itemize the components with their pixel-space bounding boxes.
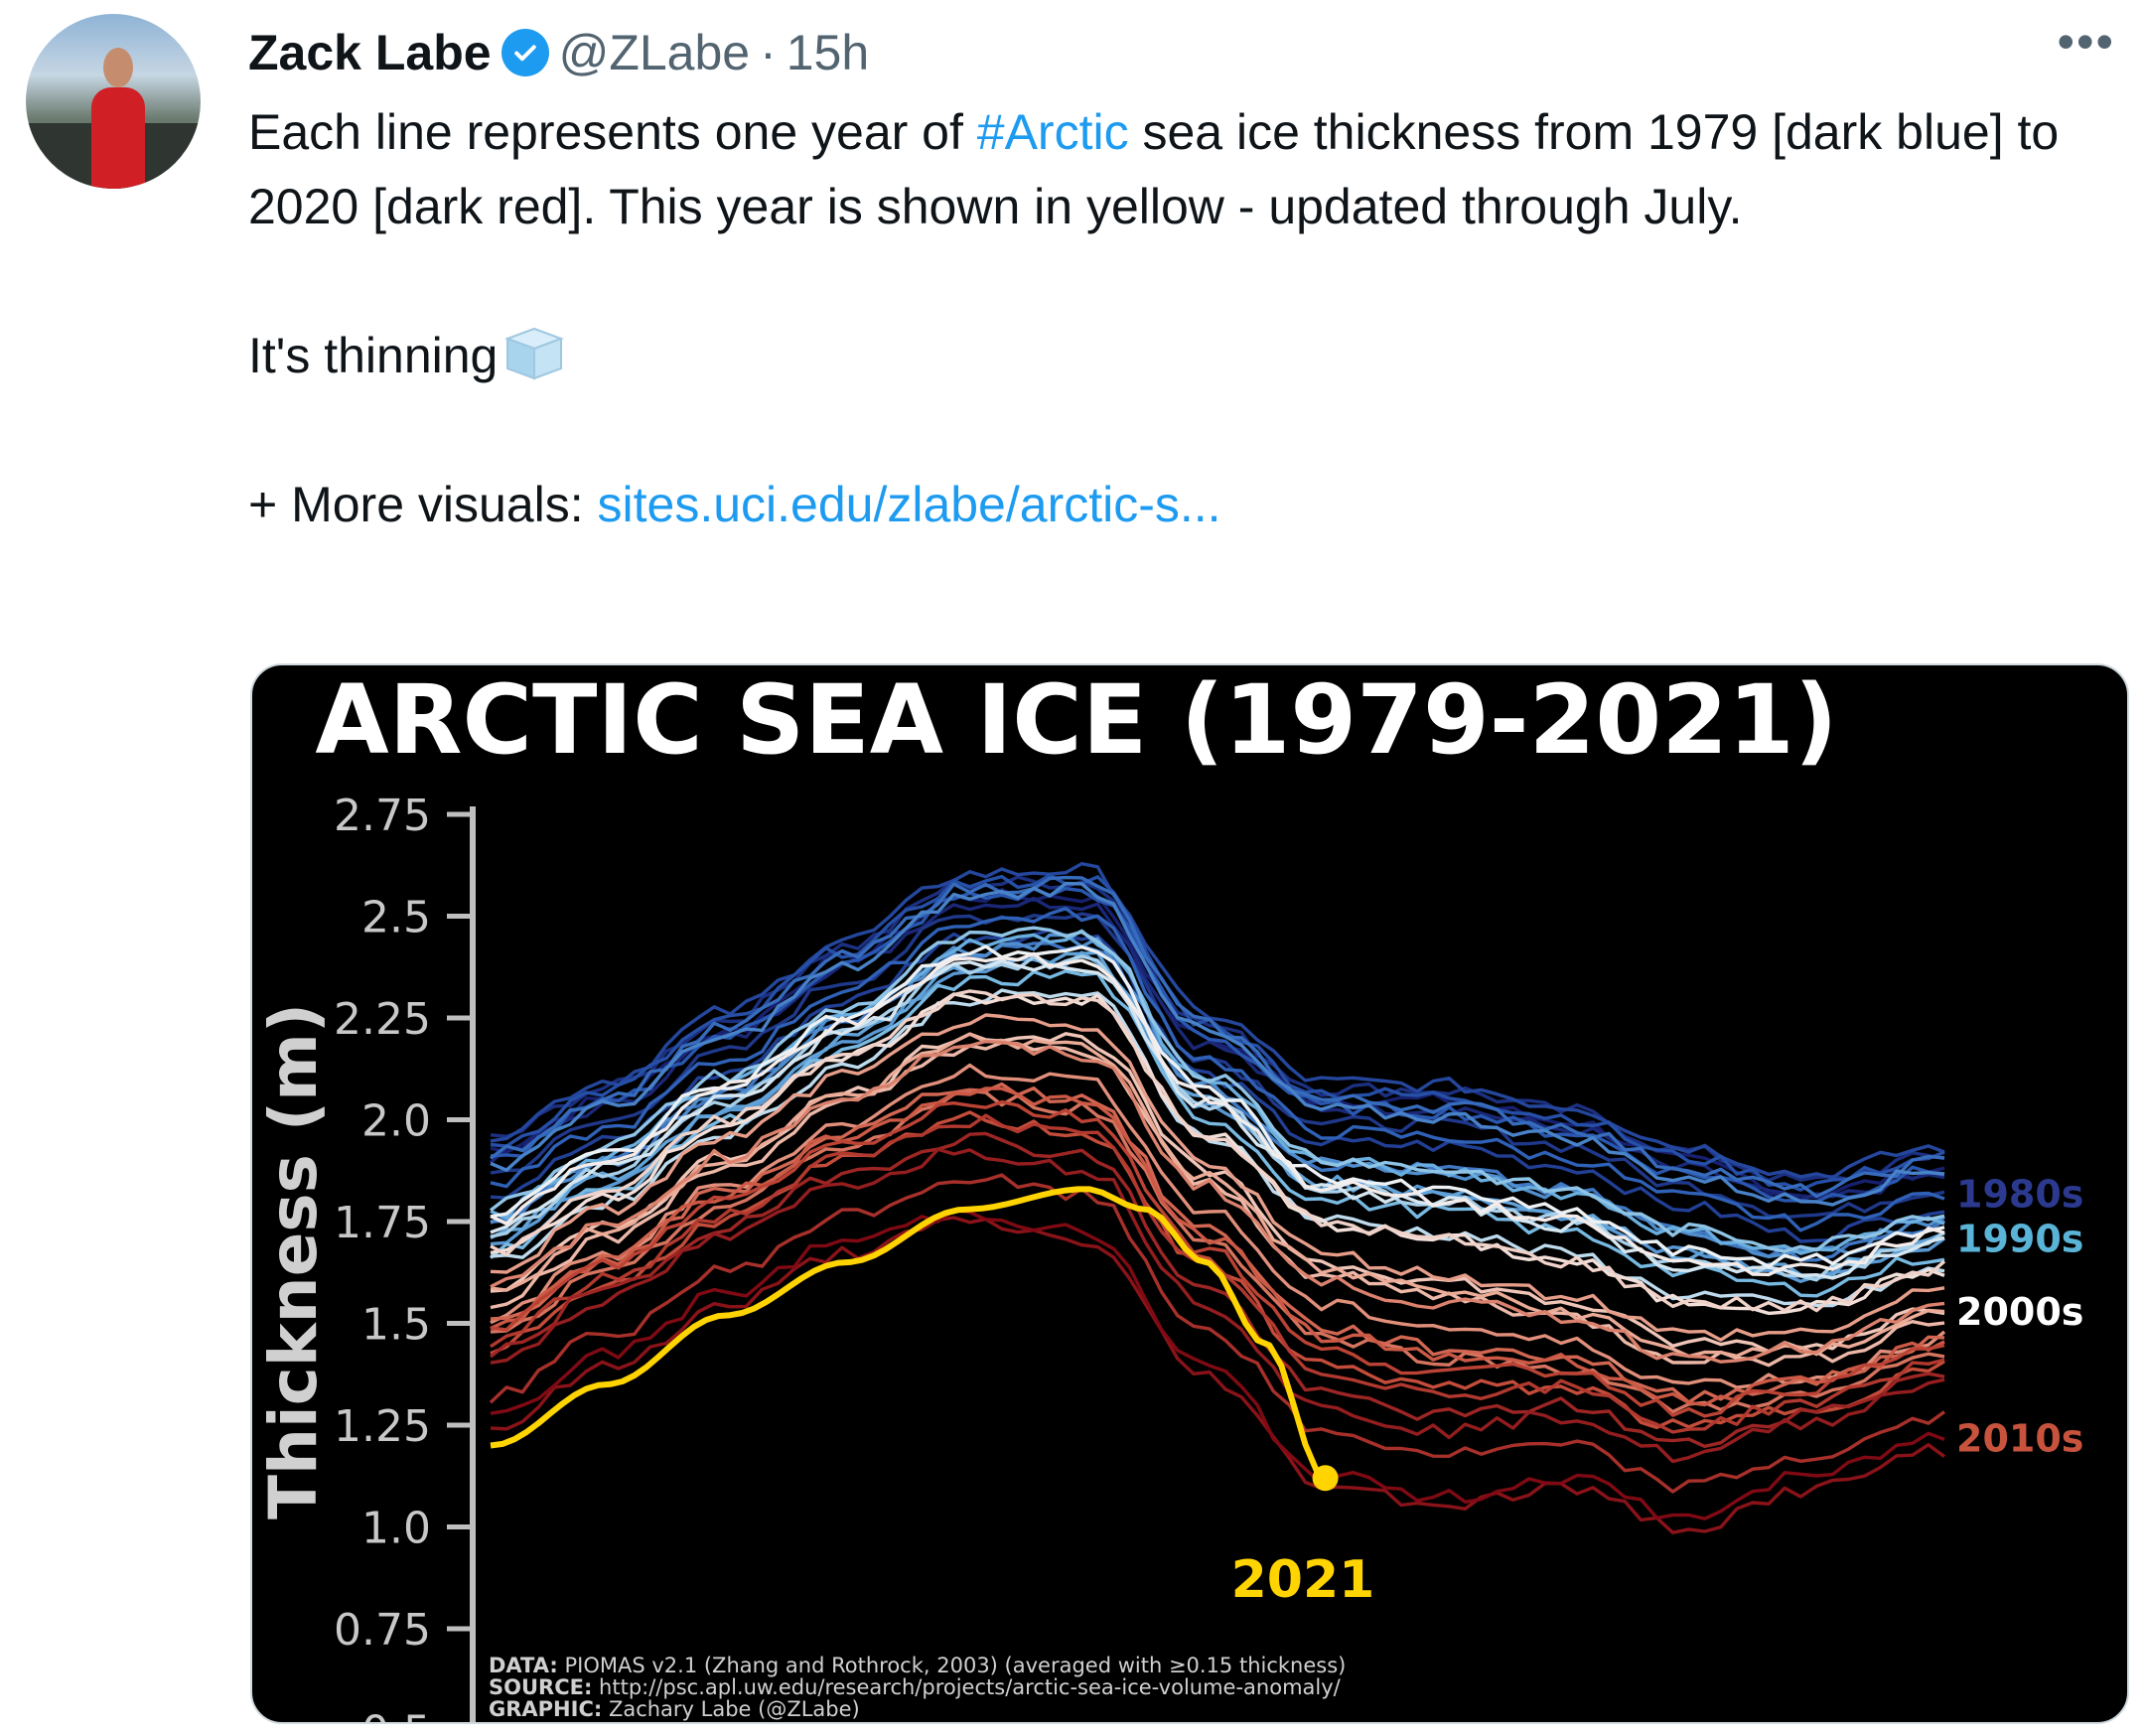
tweet-body: Each line represents one year of #Arctic… (248, 95, 2095, 542)
year-line-1979 (490, 887, 1945, 1200)
year-line-2005 (490, 1041, 1945, 1368)
year-line-1987 (490, 907, 1945, 1232)
year-line-2008 (490, 1063, 1946, 1389)
footer-graphic-label: GRAPHIC: (489, 1697, 602, 1721)
year-line-2009 (490, 1039, 1945, 1364)
footer-source-label: SOURCE: (489, 1675, 592, 1699)
year-line-2011 (490, 1082, 1945, 1404)
year-line-2014 (490, 1099, 1945, 1418)
year-line-2004 (490, 1032, 1945, 1354)
meta-separator: · (760, 25, 777, 80)
footer-data-label: DATA: (489, 1654, 558, 1677)
author-handle[interactable]: @ZLabe (558, 25, 751, 80)
legend-label-2000s: 2000s (1956, 1290, 2083, 1334)
y-tick-label: 2.0 (361, 1096, 431, 1147)
more-options-icon[interactable]: ••• (2057, 14, 2115, 70)
year-line-2003 (490, 989, 1946, 1313)
year-line-2013 (490, 1110, 1945, 1430)
y-tick-label: 0.75 (334, 1605, 431, 1656)
year-line-2002 (490, 992, 1945, 1316)
footer-graphic-line: GRAPHIC: Zachary Labe (@ZLabe) (489, 1697, 860, 1721)
year-line-2016 (489, 1173, 1945, 1494)
sea-ice-chart: ARCTIC SEA ICE (1979-2021) 0.5 0.75 1.0 1.2… (255, 665, 2083, 1722)
tweet-header: Zack Labe @ZLabe · 15h (248, 16, 869, 89)
footer-data-line: DATA: PIOMAS v2.1 (Zhang and Rothrock, 2… (489, 1654, 1346, 1677)
y-tick-label: 2.25 (334, 994, 431, 1045)
year-line-1990 (490, 881, 1945, 1207)
tweet-text-segment: sea ice thickness from 1979 [dark blue] … (248, 104, 2060, 234)
y-axis-label: Thickness (m) (255, 1003, 332, 1519)
y-tick-label: 1.0 (361, 1504, 431, 1554)
series-endpoint-2021 (1312, 1465, 1339, 1492)
legend-label-1990s: 1990s (1956, 1217, 2083, 1260)
year-line-2001 (490, 951, 1945, 1277)
author-name[interactable]: Zack Labe (248, 25, 492, 80)
y-axis-ticks: 0.5 0.75 1.0 1.25 1.5 1.75 2.0 2.25 2.5 2.75 (334, 791, 473, 1722)
year-line-1984 (490, 861, 1945, 1180)
year-line-1992 (490, 950, 1945, 1283)
tweet-timestamp[interactable]: 15h (786, 25, 870, 80)
avatar-person-shirt (91, 87, 145, 189)
y-tick-label: 1.75 (334, 1198, 431, 1248)
footer-source-line: SOURCE: http://psc.apl.uw.edu/research/p… (489, 1675, 1342, 1699)
year-lines (489, 861, 1946, 1534)
legend-label-2010s: 2010s (1956, 1416, 2083, 1460)
tweet-paragraph-1: Each line represents one year of #Arctic… (248, 95, 2095, 244)
series-line-2021 (490, 1186, 1321, 1474)
highlight-series (490, 1186, 1339, 1492)
year-line-1997 (490, 954, 1945, 1282)
tweet-text-segment: + More visuals: (248, 477, 598, 532)
y-tick-label: 2.75 (334, 791, 431, 841)
year-line-2018 (490, 1147, 1945, 1464)
year-line-2017 (489, 1131, 1945, 1449)
external-link[interactable]: sites.uci.edu/zlabe/arctic-s... (597, 477, 1221, 532)
year-line-2019 (490, 1216, 1946, 1534)
footer-data-text: PIOMAS v2.1 (Zhang and Rothrock, 2003) (… (564, 1654, 1346, 1677)
year-line-1986 (490, 886, 1945, 1204)
chart-title: ARCTIC SEA ICE (1979-2021) (315, 665, 1837, 776)
year-line-2007 (490, 1013, 1945, 1342)
y-tick-label: 1.25 (334, 1401, 431, 1452)
chart-footer: DATA: PIOMAS v2.1 (Zhang and Rothrock, 2… (489, 1654, 1346, 1721)
year-line-1999 (490, 958, 1945, 1280)
tweet-paragraph-3: + More visuals: sites.uci.edu/zlabe/arct… (248, 468, 2095, 542)
year-line-1996 (489, 926, 1945, 1253)
tweet-text-segment: Each line represents one year of (248, 104, 977, 160)
hashtag-link[interactable]: #Arctic (976, 104, 1129, 160)
tweet-media-chart[interactable]: ARCTIC SEA ICE (1979-2021) 0.5 0.75 1.0 1.2… (250, 663, 2129, 1724)
year-line-2020 (490, 1208, 1945, 1520)
annotation-2021: 2021 (1231, 1550, 1375, 1610)
ice-cube-emoji-icon (503, 325, 565, 382)
y-tick-label: 0.5 (361, 1707, 431, 1723)
year-line-1988 (489, 875, 1945, 1199)
legend-label-1980s: 1980s (1956, 1172, 2083, 1216)
footer-source-text: http://psc.apl.uw.edu/research/projects/… (599, 1675, 1342, 1699)
avatar[interactable] (26, 14, 201, 189)
year-line-2000 (490, 944, 1945, 1268)
tweet-text-segment: It's thinning (248, 328, 499, 383)
tweet-paragraph-2: It's thinning (248, 319, 2095, 393)
year-line-2012 (490, 1086, 1945, 1407)
footer-graphic-text: Zachary Labe (@ZLabe) (609, 1697, 860, 1721)
avatar-person-head (103, 48, 133, 87)
y-tick-label: 1.5 (361, 1300, 431, 1351)
year-line-1983 (490, 928, 1945, 1243)
y-tick-label: 2.5 (361, 893, 431, 943)
verified-badge-icon (500, 29, 549, 76)
